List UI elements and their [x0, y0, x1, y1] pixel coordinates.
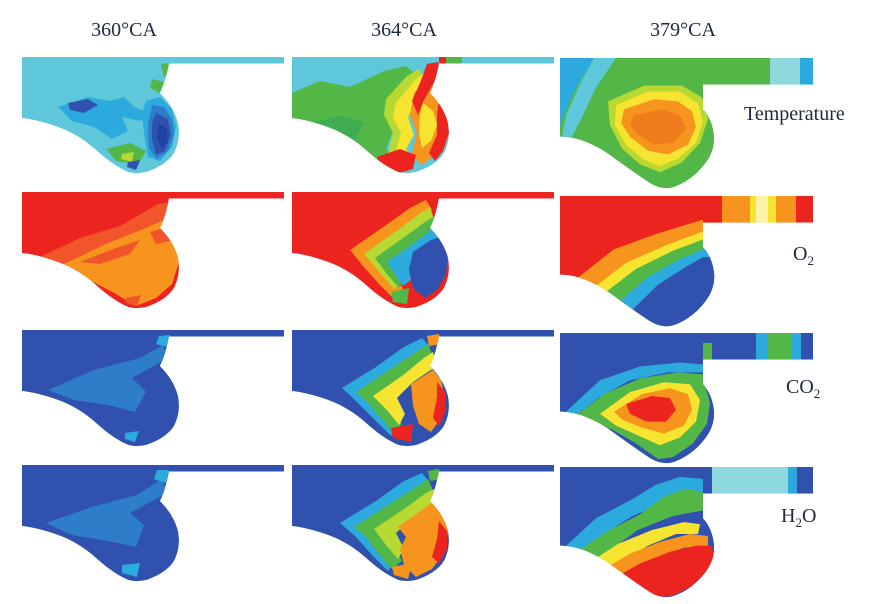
row-label-co2-text: CO: [786, 376, 814, 398]
contour-panel-o2-379ca: [560, 196, 813, 327]
contour-panel-co2-379ca: [560, 333, 813, 464]
contour-panel-h2o-364ca: [292, 465, 554, 582]
contour-panel-h2o-379ca: [560, 467, 813, 598]
row-label-o2-text: O: [793, 243, 808, 265]
contour-panel-temperature-379ca: [560, 58, 813, 189]
row-label-o2: O2: [793, 243, 814, 268]
contour-panel-co2-364ca: [292, 330, 554, 447]
contour-panel-temperature-360ca: [22, 57, 284, 174]
column-header-360ca: 360°CA: [91, 19, 157, 41]
contour-panel-h2o-360ca: [22, 465, 284, 582]
row-label-temperature-text: Temperature: [744, 103, 845, 125]
contour-panel-temperature-364ca: [292, 57, 554, 174]
column-header-379ca: 379°CA: [650, 19, 716, 41]
row-label-h2o: H2O: [781, 505, 817, 530]
column-header-364ca: 364°CA: [371, 19, 437, 41]
row-label-h2o-text: H: [781, 505, 796, 527]
contour-panel-o2-364ca: [292, 192, 554, 309]
contour-panel-o2-360ca: [22, 192, 284, 309]
row-label-co2: CO2: [786, 376, 821, 401]
contour-panel-co2-360ca: [22, 330, 284, 447]
row-label-temperature: Temperature: [744, 103, 845, 126]
